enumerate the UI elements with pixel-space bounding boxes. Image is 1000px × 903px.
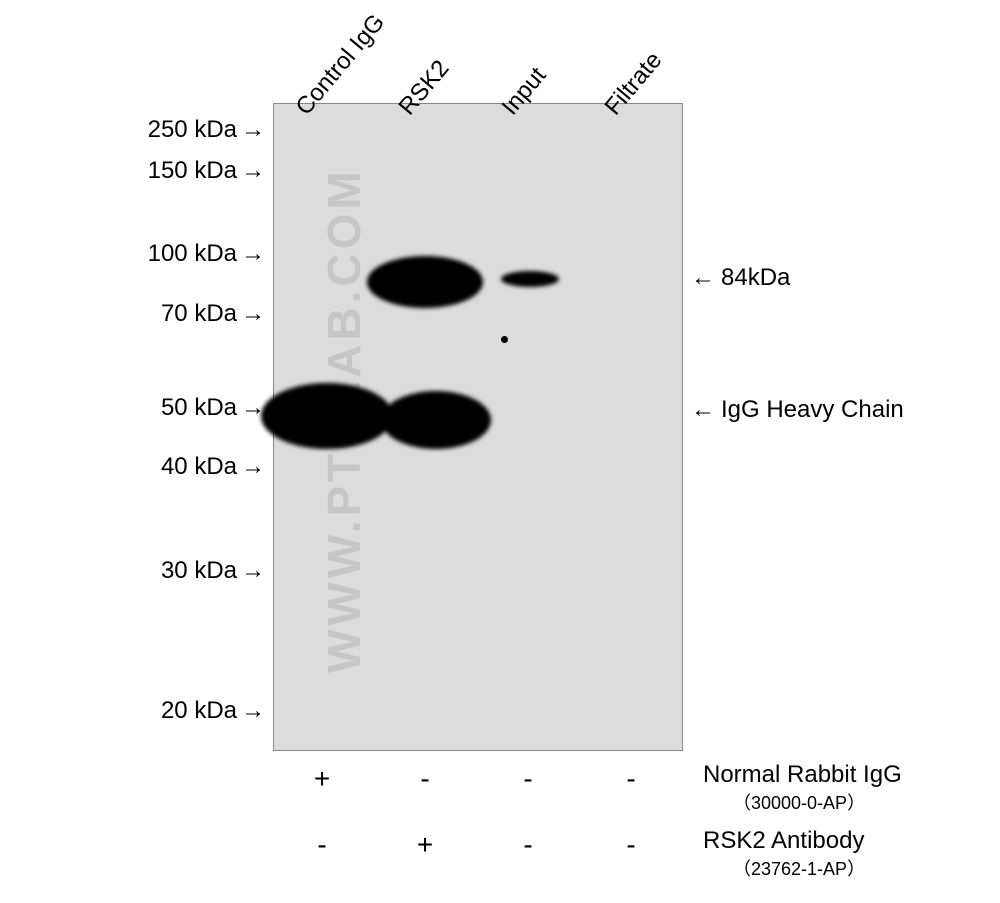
mw-marker-label: 30 kDa: [133, 557, 265, 585]
mark-filtrate-row1: -: [616, 829, 646, 861]
mw-marker-label: 70 kDa: [133, 300, 265, 328]
antibody-row-label: Normal Rabbit IgG: [703, 761, 902, 789]
mw-marker-label: 20 kDa: [133, 697, 265, 725]
blot-spot: [501, 336, 508, 343]
antibody-row-sub: （23762-1-AP）: [733, 855, 865, 881]
right-annotation: 84kDa: [691, 264, 790, 292]
mark-control_igg-row1: -: [307, 829, 337, 861]
mw-marker-label: 40 kDa: [133, 453, 265, 481]
band-rsk2: [367, 256, 483, 308]
band-rsk2: [381, 391, 491, 449]
right-annotation: IgG Heavy Chain: [691, 396, 904, 424]
mw-marker-label: 100 kDa: [133, 240, 265, 268]
mark-filtrate-row0: -: [616, 763, 646, 795]
antibody-row-sub: （30000-0-AP）: [733, 789, 865, 815]
mw-marker-label: 250 kDa: [133, 116, 265, 144]
mw-marker-label: 150 kDa: [133, 157, 265, 185]
mark-rsk2-row1: +: [410, 829, 440, 861]
mw-marker-label: 50 kDa: [133, 394, 265, 422]
mark-input-row0: -: [513, 763, 543, 795]
mark-input-row1: -: [513, 829, 543, 861]
band-control_igg: [261, 383, 393, 449]
antibody-row-label: RSK2 Antibody: [703, 827, 864, 855]
figure-container: WWW.PTGLAB.COM Control IgGRSK2InputFiltr…: [0, 0, 1000, 903]
band-input: [501, 271, 559, 287]
mark-control_igg-row0: +: [307, 763, 337, 795]
mark-rsk2-row0: -: [410, 763, 440, 795]
